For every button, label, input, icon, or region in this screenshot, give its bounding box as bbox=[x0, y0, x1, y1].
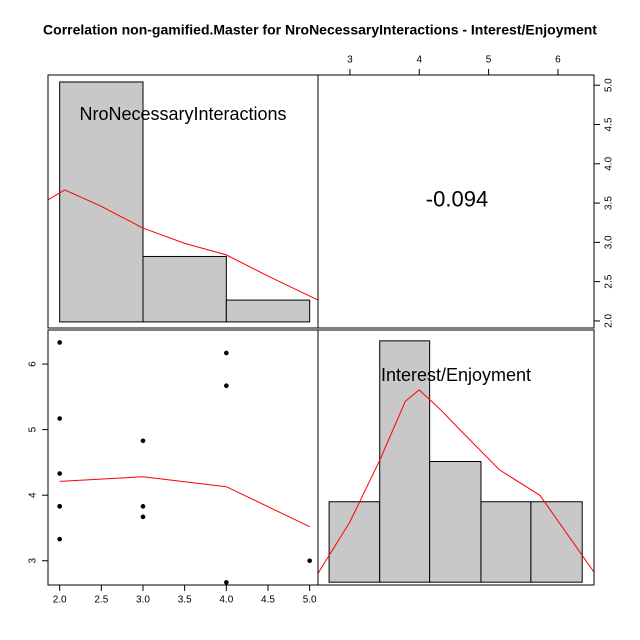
y-tick-label: 3.5 bbox=[604, 196, 615, 210]
x-tick-label: 3 bbox=[347, 55, 353, 66]
x-tick-label: 2.5 bbox=[94, 595, 108, 606]
x-tick-label: 4.5 bbox=[261, 595, 275, 606]
histogram-bar bbox=[429, 461, 482, 583]
y-tick-label: 5.0 bbox=[604, 78, 615, 92]
x-tick-label: 5 bbox=[486, 55, 492, 66]
y-tick-label: 4 bbox=[28, 492, 39, 498]
x-tick-label: 3.5 bbox=[178, 595, 192, 606]
x-tick-label: 3.0 bbox=[136, 595, 150, 606]
scatter-point bbox=[140, 514, 146, 520]
scatter-point bbox=[57, 471, 62, 476]
histogram-bar bbox=[328, 501, 381, 583]
scatter-point bbox=[140, 504, 146, 509]
panel-border bbox=[47, 329, 319, 586]
x-tick-label: 4.0 bbox=[219, 595, 233, 606]
scatter-point bbox=[57, 340, 62, 345]
histogram-bar bbox=[142, 255, 227, 323]
x-tick-label: 5.0 bbox=[303, 595, 317, 606]
correlation-value: -0.094 bbox=[426, 186, 488, 211]
panel-border bbox=[317, 329, 595, 586]
chart-title: Correlation non-gamified.Master for NroN… bbox=[43, 22, 597, 38]
histogram-bar bbox=[59, 81, 144, 323]
panel-border bbox=[317, 74, 595, 329]
y-tick-label: 5 bbox=[28, 426, 39, 432]
histogram-bar bbox=[530, 501, 583, 583]
scatter-point bbox=[307, 558, 312, 564]
density-line bbox=[48, 189, 318, 301]
y-tick-label: 6 bbox=[28, 361, 39, 367]
scatter-point bbox=[57, 416, 62, 421]
y-tick-label: 2.5 bbox=[604, 274, 615, 288]
histogram-bar bbox=[480, 501, 532, 583]
scatter-point bbox=[57, 504, 62, 509]
panel-label: Interest/Enjoyment bbox=[381, 365, 531, 385]
density-line bbox=[318, 389, 594, 574]
x-tick-label: 2.0 bbox=[53, 595, 67, 606]
scatter-point bbox=[224, 580, 229, 585]
scatter-point bbox=[57, 536, 62, 542]
scatter-point bbox=[140, 438, 146, 444]
histogram-bar bbox=[225, 299, 311, 323]
scatter-point bbox=[224, 350, 229, 356]
scatter-point bbox=[224, 383, 229, 389]
y-tick-label: 3 bbox=[28, 558, 39, 564]
y-tick-label: 4.0 bbox=[604, 156, 615, 170]
x-tick-label: 4 bbox=[416, 55, 422, 66]
histogram-bar bbox=[379, 340, 431, 583]
x-tick-label: 6 bbox=[555, 55, 561, 66]
smooth-line bbox=[59, 476, 310, 528]
y-tick-label: 4.5 bbox=[604, 117, 615, 131]
y-tick-label: 3.0 bbox=[604, 235, 615, 249]
y-tick-label: 2.0 bbox=[604, 314, 615, 328]
panel-label: NroNecessaryInteractions bbox=[79, 104, 286, 124]
